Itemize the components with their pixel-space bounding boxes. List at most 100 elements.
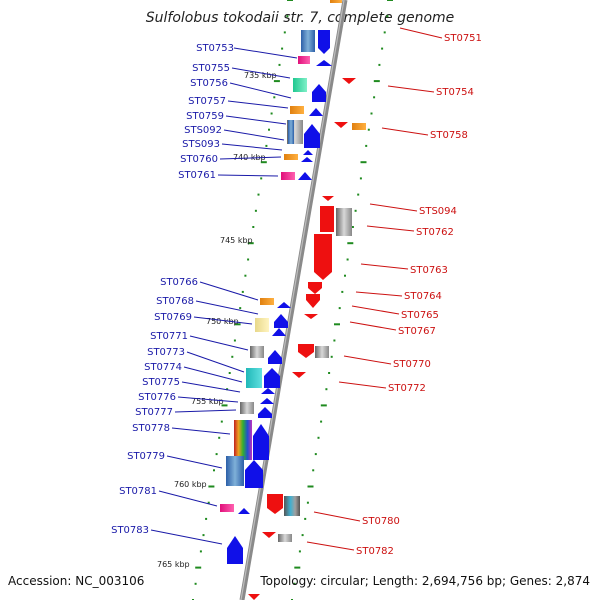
tick-mark xyxy=(221,404,228,407)
label-st0779: ST0779 xyxy=(127,451,165,462)
tick-mark xyxy=(241,290,244,293)
label-st0751: ST0751 xyxy=(444,33,482,44)
gene-st0778-arrow xyxy=(253,424,269,460)
label-st0772: ST0772 xyxy=(388,383,426,394)
tick-mark xyxy=(199,550,202,553)
tick-mark xyxy=(226,388,229,391)
label-sts093: STS093 xyxy=(182,139,220,150)
label-st0769: ST0769 xyxy=(154,312,192,323)
tick-mark xyxy=(330,355,333,358)
gene-st0757-arrow xyxy=(309,108,323,116)
gene-st0777-block xyxy=(240,402,254,414)
label-st0764: ST0764 xyxy=(404,291,442,302)
tick-mark xyxy=(278,63,281,66)
label-st0756: ST0756 xyxy=(190,78,228,89)
gene-st0757-block xyxy=(290,106,304,114)
tick-mark xyxy=(347,242,354,245)
gene-st0766-block xyxy=(260,298,274,305)
tick-mark xyxy=(220,420,223,423)
label-st0759: ST0759 xyxy=(186,111,224,122)
gene-st0760-block xyxy=(284,154,298,160)
gene-st0775-arrow xyxy=(261,388,275,394)
label-st0768: ST0768 xyxy=(156,296,194,307)
tick-mark xyxy=(357,193,360,196)
gene-sts094-arrow xyxy=(322,196,334,201)
gene-st0770-block xyxy=(315,346,329,358)
tick-mark xyxy=(293,582,296,585)
left-tick-trail xyxy=(192,0,293,600)
gene-st0758-block xyxy=(352,123,366,130)
topology-text: Topology: circular; Length: 2,694,756 bp… xyxy=(259,574,590,588)
gene-st0778-block xyxy=(234,420,252,460)
tick-mark xyxy=(205,517,208,520)
tick-mark xyxy=(254,209,257,212)
tick-mark xyxy=(208,485,215,488)
gene-st0781-arrow xyxy=(238,508,250,514)
gene-st0780-block xyxy=(284,496,300,516)
label-st0757: ST0757 xyxy=(188,96,226,107)
gene-st0779-block xyxy=(226,456,244,486)
gene-st0763-arrow xyxy=(314,234,332,280)
label-st0781: ST0781 xyxy=(119,486,157,497)
kbp-label-740: 740 kbp xyxy=(233,153,266,162)
tick-mark xyxy=(194,582,197,585)
tick-mark xyxy=(287,0,293,1)
gene-st0776-arrow xyxy=(260,398,274,404)
gene-st0773-arrow xyxy=(264,368,280,388)
tick-mark xyxy=(257,193,260,196)
tick-mark xyxy=(228,372,231,374)
label-st0782: ST0782 xyxy=(356,546,394,557)
label-sts094: STS094 xyxy=(419,206,457,217)
label-st0776: ST0776 xyxy=(138,392,176,403)
tick-mark xyxy=(381,47,384,50)
kbp-label-745: 745 kbp xyxy=(220,236,253,245)
kbp-labels: 735 kbp 740 kbp 745 kbp 750 kbp 755 kbp … xyxy=(157,71,277,569)
label-st0774: ST0774 xyxy=(144,362,182,373)
gene-st0768-arrow xyxy=(274,314,288,328)
tick-mark xyxy=(307,485,314,488)
gene-st0769-block xyxy=(255,318,269,332)
gene-bottom-arrow xyxy=(248,594,260,600)
label-st0755: ST0755 xyxy=(192,63,230,74)
tick-mark xyxy=(281,47,284,50)
tick-mark xyxy=(333,339,336,342)
gene-st0779-arrow xyxy=(245,460,263,488)
gene-st0767-arrow xyxy=(304,314,318,319)
label-st0778: ST0778 xyxy=(132,423,170,434)
tick-mark xyxy=(328,372,331,374)
gene-st0774-block xyxy=(246,368,262,388)
tick-mark xyxy=(383,31,386,34)
label-sts092: STS092 xyxy=(184,125,222,136)
kbp-label-755: 755 kbp xyxy=(191,397,224,406)
gene-st0758-arrow xyxy=(334,122,348,128)
gene-st0761-arrow xyxy=(298,172,312,180)
tick-mark xyxy=(317,436,320,439)
label-st0765: ST0765 xyxy=(401,310,439,321)
label-st0753: ST0753 xyxy=(196,43,234,54)
label-st0783: ST0783 xyxy=(111,525,149,536)
gene-st0755-arrow xyxy=(316,60,332,66)
gene-st0769-arrow xyxy=(272,328,286,336)
gene-st0781-block xyxy=(220,504,234,512)
gene-st0762-block xyxy=(336,208,352,236)
tick-mark xyxy=(298,550,301,553)
tick-mark xyxy=(234,323,241,326)
tick-mark xyxy=(373,96,376,99)
left-gene-labels: ST0753 ST0755 ST0756 ST0757 ST0759 STS09… xyxy=(111,43,298,545)
gene-st0753-block xyxy=(301,30,315,52)
tick-mark xyxy=(370,112,373,115)
gene-st0759-arrow xyxy=(304,124,320,148)
label-st0761: ST0761 xyxy=(178,170,216,181)
tick-mark xyxy=(306,501,309,504)
label-st0754: ST0754 xyxy=(436,87,474,98)
right-tick-trail xyxy=(291,0,393,600)
gene-st0770-arrow xyxy=(298,344,314,358)
tick-mark xyxy=(341,290,344,293)
tick-mark xyxy=(283,31,286,34)
tick-mark xyxy=(286,15,289,18)
gene-st0782-arrow xyxy=(262,532,276,538)
kbp-label-760: 760 kbp xyxy=(174,480,207,489)
tick-mark xyxy=(244,274,247,277)
gene-st0764-arrow xyxy=(308,282,322,294)
